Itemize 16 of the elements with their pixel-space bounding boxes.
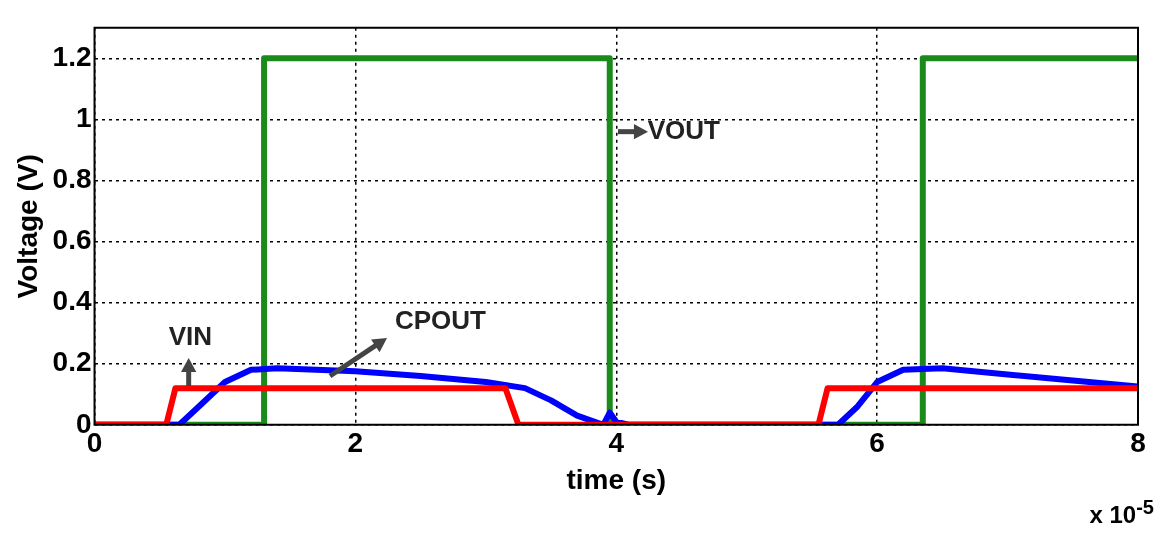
y-tick-label: 0.4 [52,285,92,317]
y-axis-title: Voltage (V) [11,154,43,299]
series-label: CPOUT [394,304,487,335]
x-tick-label: 2 [347,427,364,459]
x-axis-title: time (s) [566,463,667,495]
text: x 10$^{-5}$ [1089,496,1154,529]
y-tick-label: 0.8 [52,163,92,195]
series-label: VOUT [647,114,720,145]
x-tick-label: 4 [608,427,625,459]
y-tick-label: 0.2 [52,346,92,378]
x-tick-label: 6 [869,427,885,459]
y-tick-label: 0.6 [52,224,92,256]
y-tick-label: 1 [75,102,92,134]
y-tick-label: 1.2 [52,41,92,73]
x-tick-label: 8 [1130,427,1146,459]
series-label: VIN [168,321,213,352]
